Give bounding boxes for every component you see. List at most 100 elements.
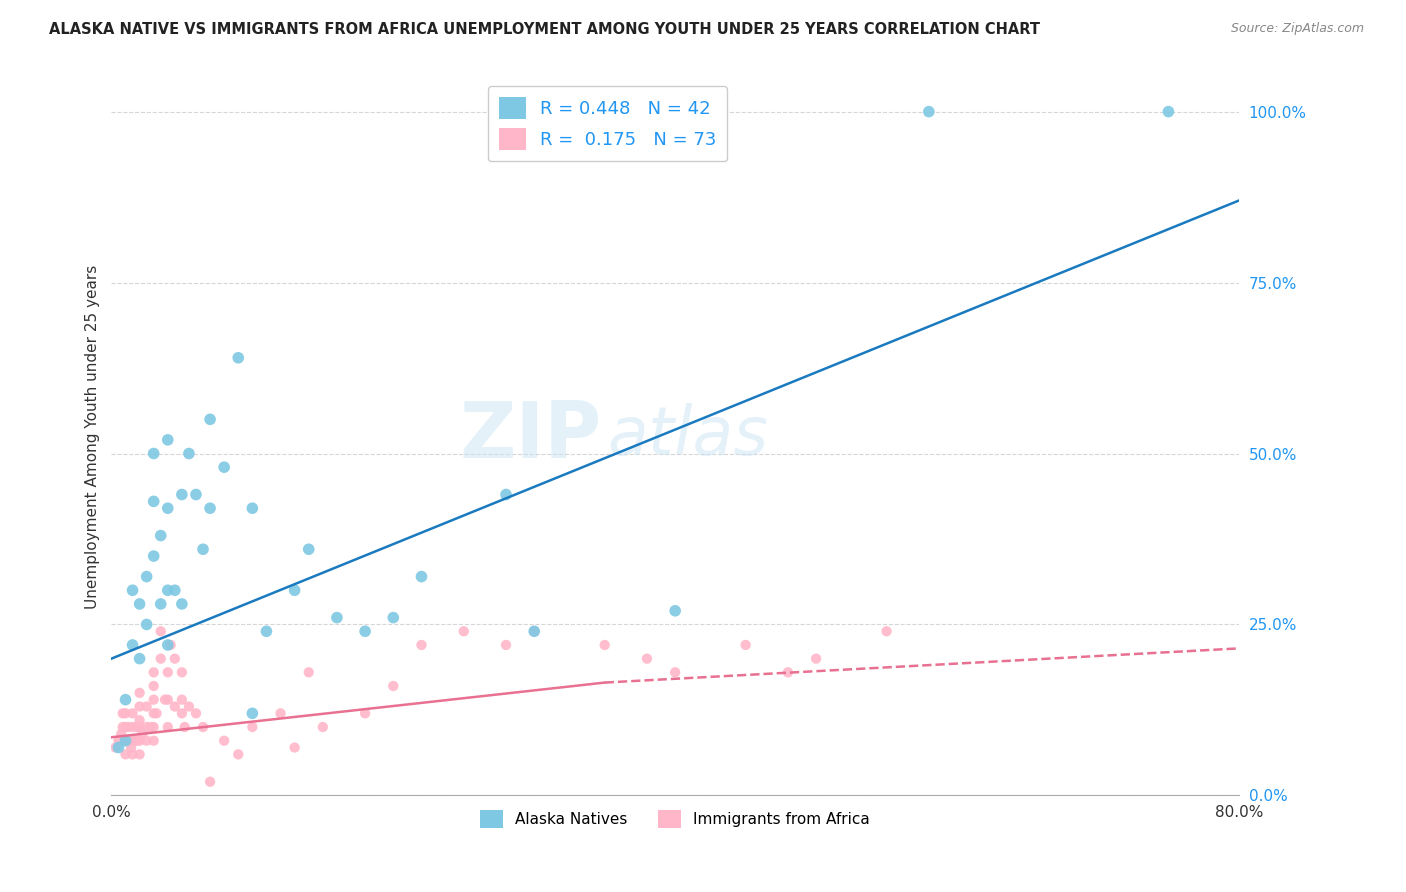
Point [354,624,377,639]
Legend: Alaska Natives, Immigrants from Africa: Alaska Natives, Immigrants from Africa [474,804,876,834]
Point [153,692,176,706]
Point [120,740,142,755]
Point [664,604,686,618]
Point [107,740,129,755]
Point [128,699,150,714]
Point [170,487,193,501]
Point [128,747,150,762]
Point [149,624,172,639]
Point [135,733,157,747]
Point [156,692,179,706]
Point [117,720,139,734]
Point [495,638,517,652]
Point [312,720,335,734]
Point [298,665,321,680]
Point [128,733,150,747]
Point [125,733,148,747]
Point [156,638,179,652]
Point [734,638,756,652]
Point [177,446,200,460]
Point [382,610,405,624]
Point [128,713,150,727]
Point [156,665,179,680]
Point [184,487,207,501]
Point [453,624,475,639]
Point [191,542,214,557]
Point [173,720,195,734]
Point [139,720,162,734]
Point [776,665,799,680]
Point [142,706,165,721]
Point [135,569,157,583]
Point [198,412,221,426]
Point [593,638,616,652]
Point [170,706,193,721]
Point [326,610,349,624]
Point [240,501,263,516]
Point [110,727,132,741]
Point [184,706,207,721]
Point [142,446,165,460]
Point [121,638,143,652]
Point [128,597,150,611]
Point [876,624,898,639]
Text: Source: ZipAtlas.com: Source: ZipAtlas.com [1230,22,1364,36]
Point [121,733,143,747]
Point [163,699,186,714]
Point [284,740,307,755]
Point [1157,104,1180,119]
Point [523,624,546,639]
Point [104,740,127,755]
Point [121,747,143,762]
Point [142,720,165,734]
Y-axis label: Unemployment Among Youth under 25 years: Unemployment Among Youth under 25 years [86,264,100,608]
Point [156,433,179,447]
Point [159,638,181,652]
Point [114,747,136,762]
Point [240,706,263,721]
Point [411,638,433,652]
Point [212,733,235,747]
Point [125,720,148,734]
Point [107,733,129,747]
Point [149,528,172,542]
Text: ALASKA NATIVE VS IMMIGRANTS FROM AFRICA UNEMPLOYMENT AMONG YOUTH UNDER 25 YEARS : ALASKA NATIVE VS IMMIGRANTS FROM AFRICA … [49,22,1040,37]
Point [636,651,658,665]
Point [170,665,193,680]
Point [114,720,136,734]
Point [156,501,179,516]
Point [114,692,136,706]
Point [226,747,249,762]
Point [212,460,235,475]
Point [149,597,172,611]
Point [111,706,134,721]
Point [111,720,134,734]
Point [142,665,165,680]
Point [142,679,165,693]
Point [135,617,157,632]
Point [523,624,546,639]
Point [918,104,941,119]
Point [156,583,179,598]
Point [170,597,193,611]
Point [198,501,221,516]
Point [354,706,377,721]
Point [128,651,150,665]
Point [156,720,179,734]
Point [114,706,136,721]
Point [191,720,214,734]
Point [114,733,136,747]
Point [135,699,157,714]
Text: atlas: atlas [607,403,769,469]
Point [270,706,292,721]
Point [121,720,143,734]
Point [664,665,686,680]
Point [142,494,165,508]
Point [121,706,143,721]
Point [128,686,150,700]
Point [142,733,165,747]
Point [114,733,136,747]
Point [495,487,517,501]
Point [117,733,139,747]
Point [142,692,165,706]
